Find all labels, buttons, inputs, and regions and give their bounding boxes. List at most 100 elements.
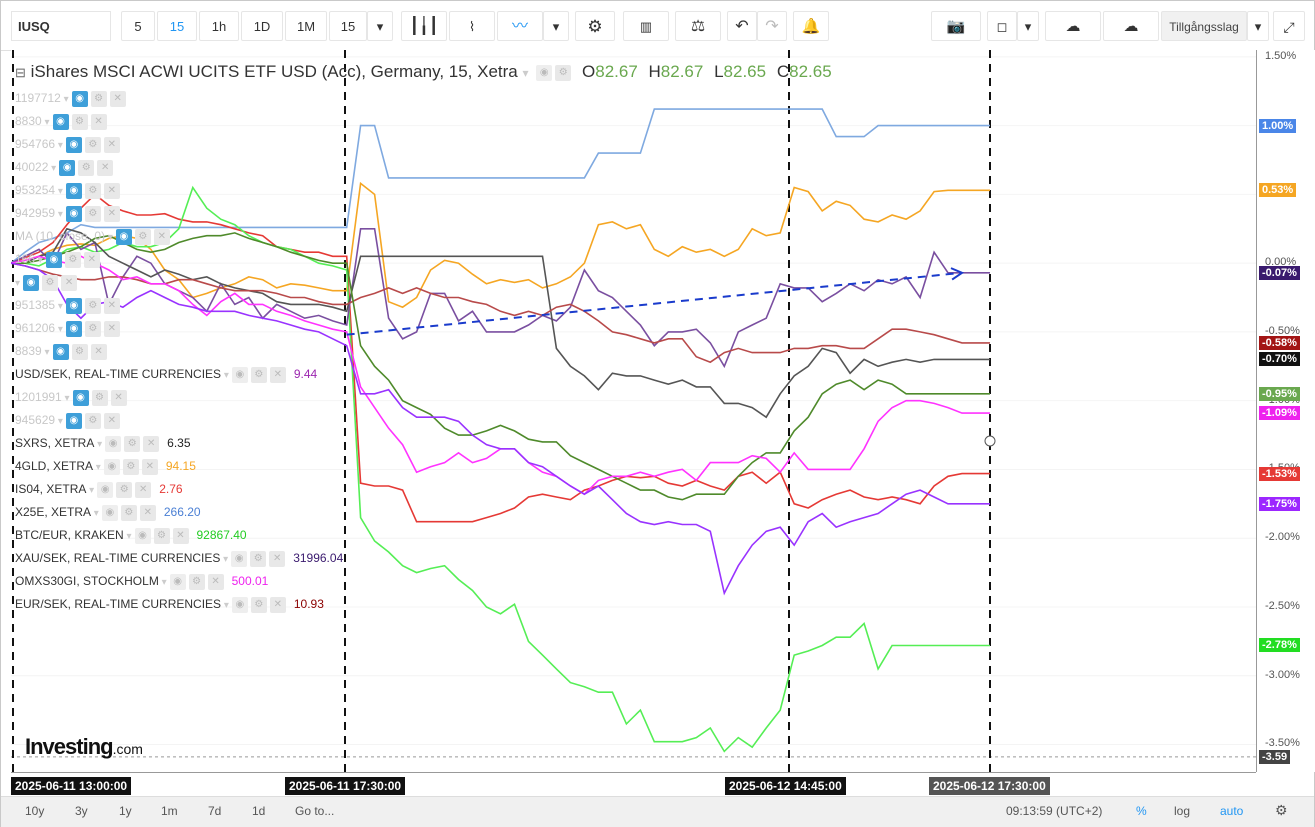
gear-icon[interactable]: ⚙: [575, 11, 615, 41]
fullscreen-icon[interactable]: ⤢: [1273, 11, 1305, 41]
chevron-down-icon[interactable]: ▾: [60, 94, 69, 105]
undo-icon[interactable]: ↶: [727, 11, 757, 41]
compare-icon[interactable]: ⚖: [675, 11, 721, 41]
gear-icon[interactable]: ⚙: [84, 297, 101, 314]
close-icon[interactable]: ✕: [109, 90, 126, 107]
close-icon[interactable]: ✕: [103, 205, 120, 222]
chevron-down-icon[interactable]: ▾: [105, 232, 113, 243]
eye-icon[interactable]: ◉: [59, 159, 76, 176]
chevron-down-icon[interactable]: ▾: [220, 554, 229, 565]
clock-timezone[interactable]: 09:13:59 (UTC+2): [1006, 804, 1103, 818]
close-icon[interactable]: ✕: [269, 596, 286, 613]
camera-icon[interactable]: 📷: [931, 11, 981, 41]
log-scale-toggle[interactable]: log: [1174, 804, 1191, 818]
alert-bell-icon[interactable]: 🔔: [793, 11, 829, 41]
chevron-down-icon[interactable]: ▾: [35, 255, 43, 266]
close-icon[interactable]: ✕: [135, 481, 152, 498]
chevron-down-icon[interactable]: ▾: [543, 11, 569, 41]
interval-dropdown-value[interactable]: 15: [329, 11, 367, 41]
eye-icon[interactable]: ◉: [65, 136, 82, 153]
eye-icon[interactable]: ◉: [65, 297, 82, 314]
legend-item[interactable]: 942959 ▾ ◉ ⚙ ✕: [15, 203, 120, 223]
close-icon[interactable]: ✕: [269, 550, 286, 567]
indicators-icon[interactable]: ▥: [623, 11, 669, 41]
eye-icon[interactable]: ◉: [231, 596, 248, 613]
redo-icon[interactable]: ↷: [757, 11, 787, 41]
gear-icon[interactable]: ⚙: [84, 205, 101, 222]
chevron-down-icon[interactable]: ▾: [41, 347, 50, 358]
close-icon[interactable]: ✕: [172, 527, 189, 544]
legend-item[interactable]: X25E, XETRA ▾ ◉ ⚙ ✕ 266.20: [15, 502, 201, 522]
close-icon[interactable]: ✕: [141, 458, 158, 475]
chevron-down-icon[interactable]: ▾: [1017, 11, 1039, 41]
chevron-down-icon[interactable]: ▾: [94, 439, 103, 450]
legend-item[interactable]: EUR/SEK, REAL-TIME CURRENCIES ▾ ◉ ⚙ ✕ 10.93: [15, 594, 324, 614]
close-icon[interactable]: ✕: [110, 389, 127, 406]
eye-icon[interactable]: ◉: [65, 182, 82, 199]
gear-icon[interactable]: ⚙: [250, 366, 267, 383]
y-axis[interactable]: 1.50%1.00%0.50%0.00%-0.50%-1.00%-1.50%-2…: [1256, 50, 1315, 772]
legend-item[interactable]: 1201991 ▾ ◉ ⚙ ✕: [15, 387, 127, 407]
chevron-down-icon[interactable]: ▾: [15, 278, 21, 289]
gear-icon[interactable]: ⚙: [84, 320, 101, 337]
close-icon[interactable]: ✕: [90, 113, 107, 130]
collapse-legend-icon[interactable]: ⊟: [15, 65, 26, 80]
gear-icon[interactable]: ⚙: [64, 251, 81, 268]
x-axis[interactable]: 2025-06-11 13:00:00 2025-06-11 17:30:00 20…: [11, 772, 1256, 797]
close-icon[interactable]: ✕: [103, 320, 120, 337]
candlestick-icon[interactable]: ┃╽┃: [401, 11, 447, 41]
gear-icon[interactable]: ⚙: [84, 136, 101, 153]
eye-icon[interactable]: ◉: [231, 550, 248, 567]
gear-icon[interactable]: ⚙: [250, 596, 267, 613]
chevron-down-icon[interactable]: ▾: [55, 301, 63, 312]
legend-item[interactable]: 8830 ▾ ◉ ⚙ ✕: [15, 111, 107, 131]
legend-item[interactable]: 4GLD, XETRA ▾ ◉ ⚙ ✕ 94.15: [15, 456, 196, 476]
chevron-down-icon[interactable]: ▾: [221, 600, 229, 611]
eye-icon[interactable]: ◉: [97, 481, 114, 498]
range-3y-button[interactable]: 3y: [75, 804, 88, 818]
gear-icon[interactable]: ⚙: [250, 550, 267, 567]
eye-icon[interactable]: ◉: [169, 573, 186, 590]
gear-icon[interactable]: ⚙: [90, 90, 107, 107]
range-1d-button[interactable]: 1d: [252, 804, 266, 818]
close-icon[interactable]: ✕: [103, 136, 120, 153]
chevron-down-icon[interactable]: ▾: [55, 186, 63, 197]
eye-icon[interactable]: ◉: [45, 251, 62, 268]
interval-15-button[interactable]: 15: [157, 11, 197, 41]
interval-1d-button[interactable]: 1D: [241, 11, 283, 41]
legend-item[interactable]: OMXS30GI, STOCKHOLM ▾ ◉ ⚙ ✕ 500.01: [15, 571, 268, 591]
cloud-upload-icon[interactable]: ☁: [1103, 11, 1159, 41]
close-icon[interactable]: ✕: [103, 412, 120, 429]
eye-icon[interactable]: ◉: [105, 435, 122, 452]
chevron-down-icon[interactable]: ▾: [1247, 11, 1269, 41]
chevron-down-icon[interactable]: ▾: [158, 577, 167, 588]
eye-icon[interactable]: ◉: [115, 228, 132, 245]
range-1y-button[interactable]: 1y: [119, 804, 132, 818]
goto-date-button[interactable]: Go to...: [295, 804, 335, 818]
legend-item[interactable]: BTC/EUR, KRAKEN ▾ ◉ ⚙ ✕ 92867.40: [15, 525, 247, 545]
gear-icon[interactable]: ⚙: [84, 412, 101, 429]
gear-icon[interactable]: ⚙: [71, 343, 88, 360]
interval-1m-button[interactable]: 1M: [285, 11, 327, 41]
chevron-down-icon[interactable]: ▾: [55, 140, 63, 151]
legend-item[interactable]: 166 ▾ ◉ ⚙ ✕: [15, 249, 100, 269]
eye-icon[interactable]: ◉: [52, 343, 69, 360]
chevron-down-icon[interactable]: ▾: [61, 393, 70, 404]
legend-item[interactable]: 951385 ▾ ◉ ⚙ ✕: [15, 295, 120, 315]
close-icon[interactable]: ✕: [97, 159, 114, 176]
chevron-down-icon[interactable]: ▾: [48, 163, 57, 174]
percent-scale-toggle[interactable]: %: [1136, 804, 1147, 818]
chevron-down-icon[interactable]: ▾: [367, 11, 393, 41]
legend-item[interactable]: MA (10, close, 0) ▾ ◉ ⚙ ✕: [15, 226, 170, 246]
color-square-icon[interactable]: ◻: [987, 11, 1017, 41]
chevron-down-icon[interactable]: ▾: [55, 416, 63, 427]
eye-icon[interactable]: ◉: [134, 527, 151, 544]
eye-icon[interactable]: ◉: [101, 504, 118, 521]
area-chart-icon[interactable]: ⌇: [449, 11, 495, 41]
asset-class-dropdown[interactable]: Tillgångsslag: [1161, 11, 1247, 41]
gear-icon[interactable]: ⚙: [91, 389, 108, 406]
chevron-down-icon[interactable]: ▾: [91, 508, 99, 519]
auto-scale-toggle[interactable]: auto: [1220, 804, 1244, 818]
chevron-down-icon[interactable]: ▾: [86, 485, 95, 496]
close-icon[interactable]: ✕: [207, 573, 224, 590]
